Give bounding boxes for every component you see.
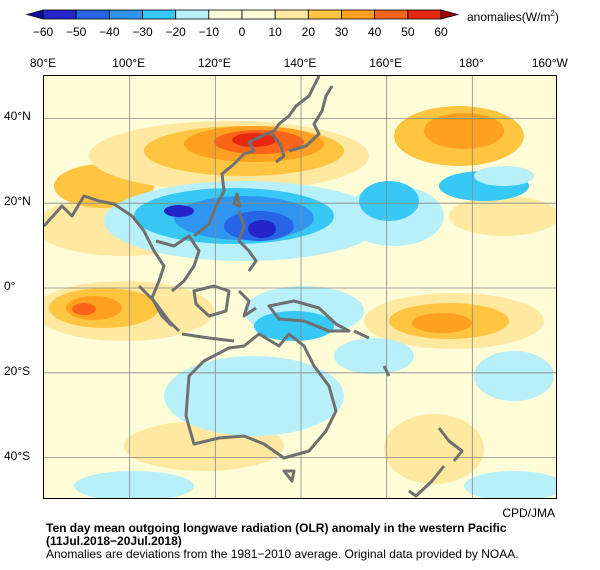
colorbar (25, 9, 460, 20)
coastline-new-zealand-north (437, 427, 464, 462)
map-canvas (44, 76, 556, 498)
coastline-indochina (155, 234, 201, 293)
colorbar-cell (108, 9, 143, 20)
colorbar-tick-label: 10 (268, 25, 282, 39)
anomaly-patch (248, 220, 276, 238)
coastline-korea (270, 133, 286, 164)
longitude-label: 160°W (531, 56, 568, 70)
coastline-asia (44, 194, 174, 328)
coastline-solomon (353, 329, 370, 340)
colorbar-tick-label: 20 (301, 25, 316, 39)
colorbar-tick-label: −60 (32, 25, 54, 39)
longitude-label: 120°E (197, 56, 231, 70)
colorbar-cell (307, 9, 342, 20)
anomaly-patch (474, 351, 554, 401)
colorbar-tick-label: −40 (99, 25, 120, 39)
credit-label: CPD/JMA (502, 506, 555, 520)
longitude-label: 160°E (369, 56, 403, 70)
colorbar-tick-label: −50 (65, 25, 87, 39)
colorbar-cell (341, 9, 376, 20)
colorbar-cell (208, 9, 243, 20)
anomaly-patch (464, 471, 556, 498)
colorbar-cell (274, 9, 309, 20)
latitude-label: 40°N (4, 109, 31, 124)
colorbar-tick-label: 50 (401, 25, 415, 39)
caption-note: Anomalies are deviations from the 1981−2… (46, 547, 519, 561)
anomaly-patch (384, 414, 484, 484)
caption-title-line2: (11Jul.2018−20Jul.2018) (46, 534, 182, 548)
colorbar-tick-label: 40 (367, 25, 382, 39)
colorbar-tick-label: 30 (334, 25, 349, 39)
olr-anomaly-map (43, 75, 557, 499)
longitude-label: 180° (458, 56, 484, 70)
coastline-sulawesi (237, 289, 257, 318)
colorbar-tick-label: −30 (132, 25, 153, 39)
coastline-java (181, 332, 235, 343)
graticule (44, 76, 556, 498)
coastline-tasmania (282, 469, 296, 483)
colorbar-cell (175, 9, 210, 20)
latitude-label: 40°S (4, 448, 31, 463)
colorbar-cell (241, 9, 276, 20)
coastline-borneo (192, 284, 231, 318)
latitude-label: 0° (4, 279, 16, 293)
latitude-label: 20°N (4, 194, 31, 209)
anomaly-patch (164, 356, 344, 436)
colorbar-tick-label: 0 (238, 25, 246, 39)
anomaly-patch (74, 471, 194, 498)
longitude-label: 80°E (29, 56, 57, 70)
colorbar-cell (142, 9, 177, 20)
coastline-sumatra (137, 284, 181, 333)
anomaly-patch (449, 196, 556, 236)
caption-title-line1: Ten day mean outgoing longwave radiation… (46, 521, 507, 535)
anomaly-patch (359, 181, 419, 221)
coastline-new-guinea (267, 299, 351, 333)
anomaly-patch (412, 313, 472, 333)
latitude-label: 20°S (4, 363, 31, 378)
coastlines (44, 76, 464, 498)
longitude-label: 140°E (283, 56, 317, 70)
anomaly-patch (334, 338, 414, 374)
anomaly-patch (474, 166, 534, 186)
colorbar-low-arrow (25, 9, 44, 20)
colorbar-tick-label: −10 (198, 25, 220, 39)
colorbar-cell (407, 9, 442, 20)
anomaly-patch (164, 205, 194, 217)
colorbar-cell (374, 9, 409, 20)
caption: Ten day mean outgoing longwave radiation… (46, 522, 519, 561)
anomaly-shading (44, 106, 556, 498)
anomaly-patch (424, 113, 504, 149)
colorbar-high-arrow (440, 9, 460, 20)
coastline-australia (184, 332, 338, 460)
coastline-philippines (237, 210, 258, 272)
longitude-label: 100°E (112, 56, 146, 70)
colorbar-tick-label: −20 (165, 25, 186, 39)
anomaly-patch (72, 303, 96, 315)
anomaly-patch (254, 311, 334, 341)
colorbar-cell (42, 9, 77, 20)
coastline-vanuatu (382, 365, 391, 377)
coastline-new-zealand-south (408, 465, 446, 498)
coastline-taiwan (232, 192, 242, 208)
coastline-japan (288, 85, 334, 153)
colorbar-tick-label: 60 (434, 25, 448, 39)
colorbar-units-label: anomalies(W/m2) (467, 9, 559, 24)
colorbar-cell (75, 9, 110, 20)
coastline-china (193, 76, 321, 238)
